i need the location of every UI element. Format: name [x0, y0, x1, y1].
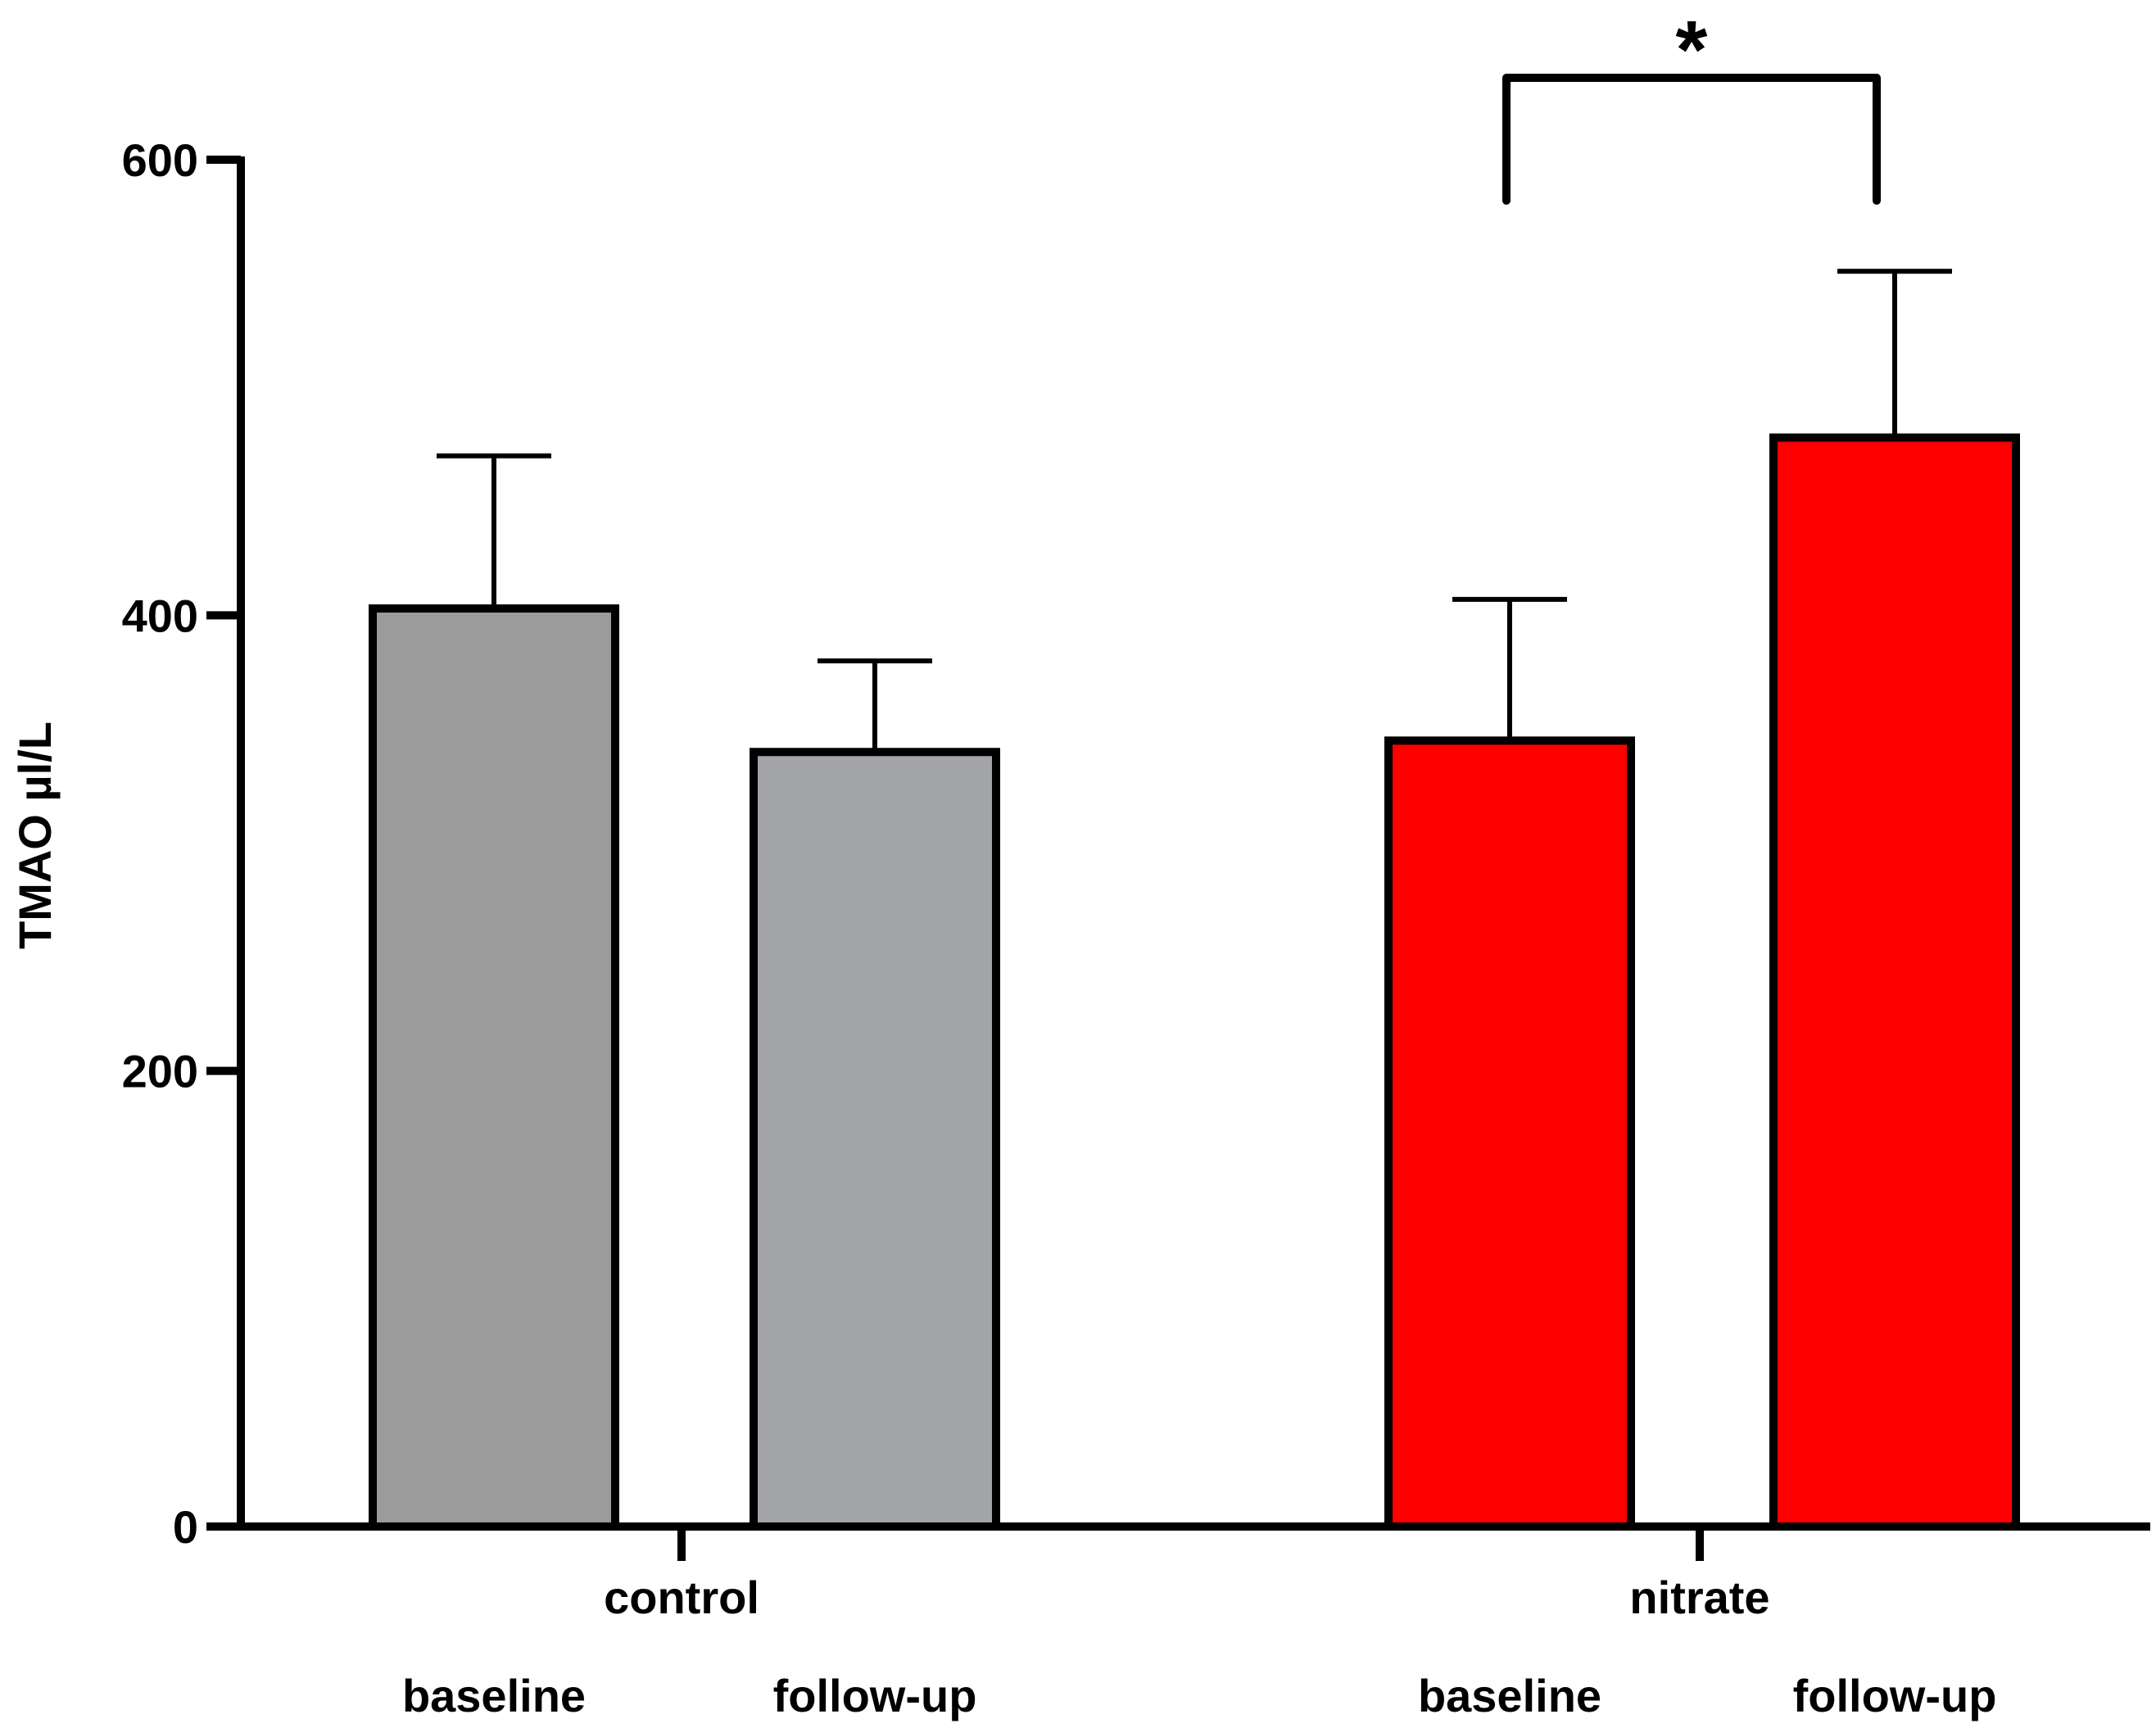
error-bars: [437, 269, 1952, 753]
condition-label-control-baseline: baseline: [402, 1670, 586, 1721]
significance-bracket-nitrate: [1502, 74, 1881, 205]
significance-star-nitrate: *: [1676, 4, 1708, 96]
bar-nitrate-baseline: [1384, 736, 1635, 1531]
bar-nitrate-follow-up: [1769, 433, 2020, 1531]
bar-control-follow-up: [750, 748, 1000, 1531]
bars: [369, 433, 2020, 1531]
condition-label-nitrate-follow-up: follow-up: [1793, 1670, 1997, 1721]
y-axis-label: TMAO µl/L: [9, 722, 61, 949]
condition-label-nitrate-baseline: baseline: [1418, 1670, 1601, 1721]
y-tick-label-200: 200: [122, 1046, 198, 1097]
y-tick-label-600: 600: [122, 134, 198, 186]
group-label-control: control: [604, 1572, 759, 1623]
bar-control-baseline: [369, 604, 619, 1531]
y-tick-label-0: 0: [173, 1501, 198, 1553]
significance-annotation: *: [1502, 4, 1881, 205]
condition-label-control-follow-up: follow-up: [773, 1670, 977, 1721]
labels: 0 200 400 600 control baseline follow-up nitrat…: [122, 134, 1997, 1721]
group-label-nitrate: nitrate: [1629, 1572, 1769, 1623]
y-tick-label-400: 400: [122, 590, 198, 641]
